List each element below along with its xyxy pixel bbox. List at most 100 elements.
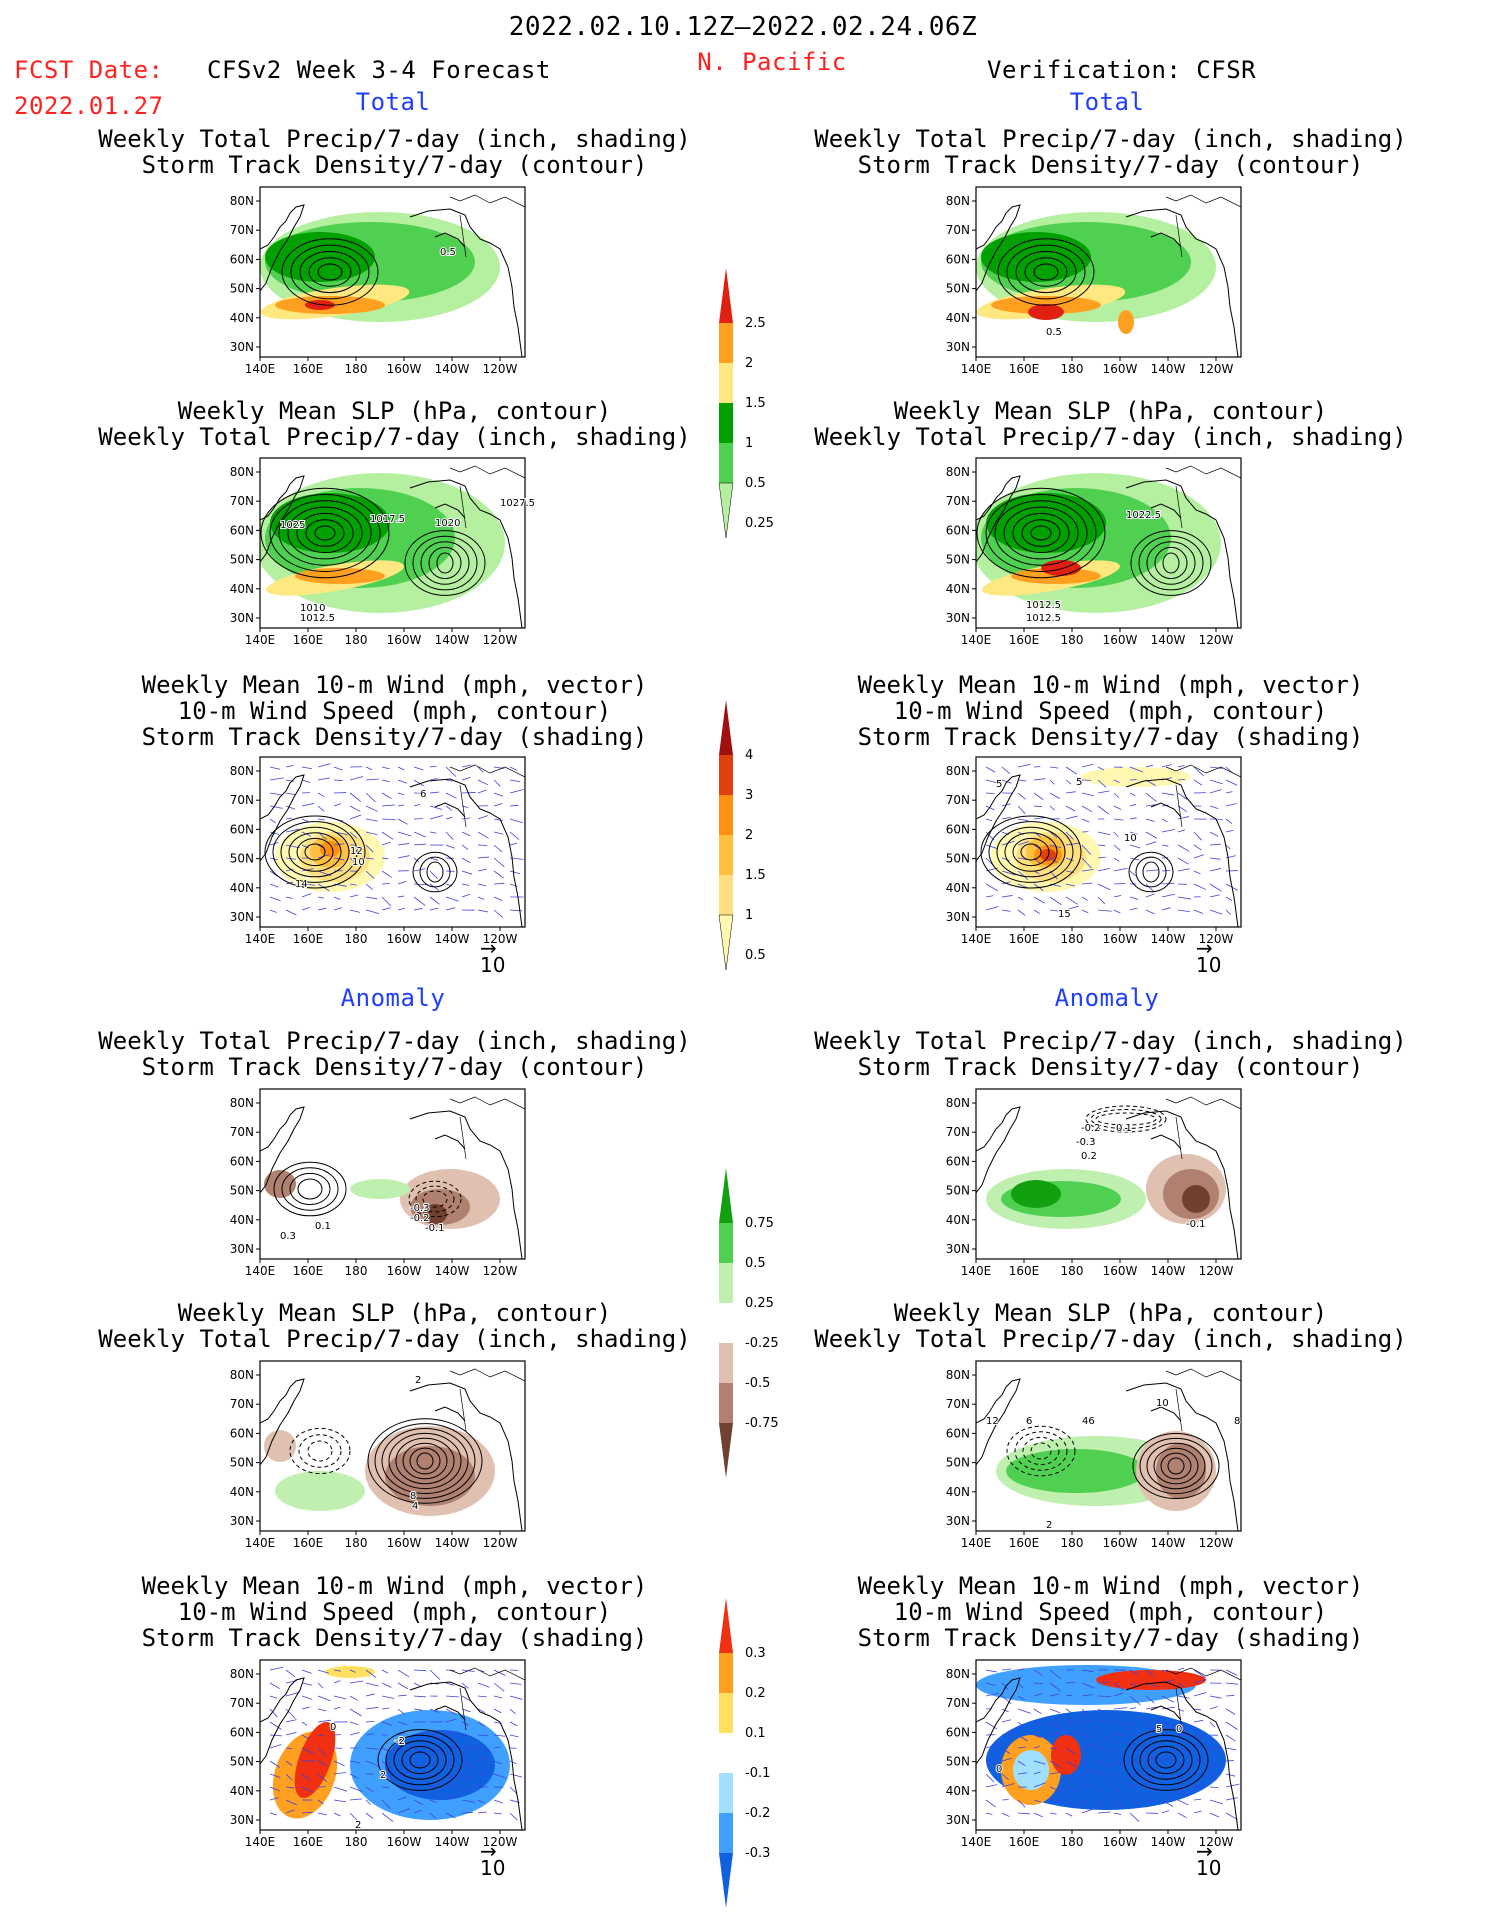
- lat-tick-label: 50N: [230, 852, 254, 866]
- wind-vector: [381, 857, 389, 860]
- wind-vector: [1209, 1695, 1222, 1699]
- lon-tick-label: 120W: [1199, 633, 1234, 647]
- wind-vector: [477, 1773, 485, 1777]
- forecast-total-precip-map: 80N 70N 60N 50N 40N 30N 140E 160E 180 160W 140W 120…: [230, 186, 526, 376]
- wind-vector: [493, 779, 501, 787]
- lon-tick-label: 180: [345, 362, 368, 376]
- map-background: [260, 1089, 525, 1259]
- wind-vector: [429, 1669, 441, 1680]
- wind-vector: [1177, 868, 1190, 872]
- colorbar-segment: [719, 1733, 733, 1773]
- wind-vector: [365, 792, 376, 803]
- wind-vector: [461, 883, 470, 886]
- wind-vector: [349, 883, 357, 886]
- wind-vector: [1193, 1760, 1204, 1763]
- wind-vector: [397, 895, 405, 898]
- forecast-anomaly-slp-map: 80N 70N 60N 50N 40N 30N 140E 160E 180 160W 140W 120…: [230, 1360, 526, 1550]
- lon-tick-label: 160W: [387, 362, 422, 376]
- wind-vector: [349, 792, 362, 802]
- wind-vector: [397, 804, 405, 807]
- wind-vector: [1097, 1799, 1104, 1806]
- coastline-asia: [260, 204, 305, 292]
- colorbar-label: 0.25: [745, 516, 774, 531]
- lat-tick-label: 50N: [230, 282, 254, 296]
- lon-tick-label: 140E: [961, 932, 992, 946]
- wind-vector: [397, 1773, 406, 1777]
- wind-vector: [1225, 829, 1234, 833]
- wind-vector: [1097, 1681, 1110, 1684]
- wind-vector: [397, 792, 405, 796]
- lat-tick-label: 70N: [230, 1696, 254, 1710]
- contour-label: 0: [996, 1764, 1002, 1775]
- reference-arrow-icon: →: [480, 936, 497, 960]
- wind-vector: [381, 1799, 391, 1810]
- wind-vector: [1209, 1773, 1217, 1781]
- wind-vector: [1001, 1695, 1012, 1705]
- wind-vector: [1225, 791, 1233, 794]
- slp-anomaly-contour: [367, 1418, 483, 1504]
- wind-vector: [509, 804, 519, 807]
- wind-vector: [349, 776, 364, 781]
- wind-vector: [1225, 1773, 1236, 1777]
- panel-title-line: Storm Track Density/7-day (shading): [857, 723, 1364, 751]
- wind-vector: [1001, 1747, 1011, 1755]
- precip-anomaly-negative-mid: [264, 1170, 296, 1198]
- wind-vector: [365, 805, 378, 812]
- wind-vector: [1033, 1734, 1042, 1739]
- contour-label: -0.3: [1076, 1137, 1096, 1148]
- colorbar-cap-top: [719, 700, 733, 755]
- coastline-alaska-namerica: [409, 208, 523, 357]
- wind-vector: [1081, 1719, 1093, 1723]
- wind-vector: [1225, 844, 1231, 850]
- colorbar-cap-bottom: [719, 1853, 733, 1908]
- lon-tick-label: 180: [345, 1264, 368, 1278]
- wind-vector: [477, 1799, 485, 1804]
- wind-vector: [1161, 1773, 1168, 1780]
- wind-vector: [1129, 1721, 1138, 1728]
- wind-vector: [461, 1695, 471, 1702]
- wind-vector: [1129, 1799, 1138, 1804]
- storm-track-anomaly-negative-low: [1013, 1750, 1049, 1790]
- wind-vector: [1145, 764, 1154, 768]
- wind-vector: [1033, 1692, 1043, 1697]
- wind-vector: [365, 818, 378, 822]
- storm-track-anomaly-positive-high: [1051, 1735, 1081, 1775]
- wind-vector: [1049, 1682, 1062, 1692]
- colorbar-segment: [719, 363, 733, 403]
- panel-title-line: Storm Track Density/7-day (contour): [857, 151, 1364, 179]
- wind-vector: [301, 766, 312, 770]
- precip-area-max: [1011, 568, 1101, 584]
- wind-vector: [477, 779, 489, 786]
- wind-vector: [285, 896, 293, 899]
- wind-vector: [985, 779, 997, 784]
- wind-speed-contour: [296, 837, 334, 867]
- wind-vector: [269, 777, 284, 781]
- wind-vector: [1097, 1760, 1110, 1767]
- wind-vector: [285, 764, 294, 768]
- wind-vector: [1097, 779, 1107, 788]
- coastline-asia: [976, 1378, 1021, 1466]
- wind-vector: [445, 779, 453, 782]
- wind-vector: [413, 908, 423, 911]
- colorbar-segment: [719, 1303, 733, 1343]
- lon-tick-label: 120W: [483, 362, 518, 376]
- wind-vector: [1209, 909, 1223, 915]
- wind-vector: [509, 1812, 518, 1821]
- wind-vector: [445, 1795, 459, 1801]
- coastline-arctic: [1165, 1096, 1241, 1160]
- wind-vector: [1193, 870, 1201, 875]
- wind-vector: [1225, 803, 1237, 807]
- map-area: 80N 70N 60N 50N 40N 30N 140E 160E 180 160W 140W 120…: [230, 1659, 526, 1849]
- wind-vector: [269, 792, 283, 796]
- slp-contour-high: [1154, 546, 1188, 580]
- wind-vector: [317, 1682, 324, 1689]
- lon-tick-label: 140E: [245, 362, 276, 376]
- wind-vector: [1209, 883, 1222, 892]
- coastline-gulf-alaska: [434, 503, 466, 519]
- colorbar-segment: [719, 1813, 733, 1853]
- wind-vector: [301, 1669, 312, 1674]
- wind-vector: [333, 1680, 341, 1684]
- wind-vector: [1097, 1708, 1106, 1713]
- wind-vector: [429, 1747, 442, 1753]
- map-area: 80N 70N 60N 50N 40N 30N 140E 160E 180 160W 140W 120…: [230, 1360, 526, 1550]
